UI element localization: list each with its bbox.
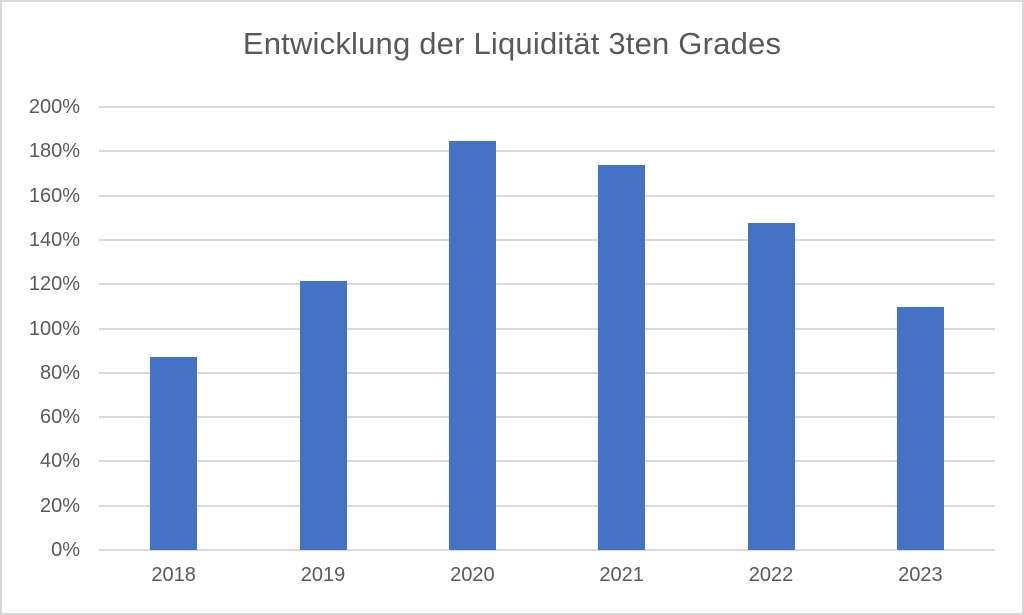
plot-area xyxy=(99,106,995,551)
gridline xyxy=(99,194,995,197)
y-tick-label: 40% xyxy=(39,450,80,473)
x-tick-label: 2020 xyxy=(450,564,495,586)
bar-2023 xyxy=(896,307,944,550)
gridline xyxy=(99,504,995,507)
gridline xyxy=(99,460,995,463)
x-tick-label: 2019 xyxy=(300,564,346,586)
x-axis-labels: 2018 2019 2020 2021 2022 2023 xyxy=(2,563,1022,593)
gridline xyxy=(99,106,995,108)
x-tick-label: 2023 xyxy=(898,564,943,586)
bar-2019 xyxy=(299,280,347,550)
gridline xyxy=(99,238,995,241)
y-tick-label: 160% xyxy=(28,184,80,207)
y-axis-labels: 0% 20% 40% 60% 80% 100% 120% 140% 160% 180% 200% xyxy=(2,2,80,613)
gridline xyxy=(99,283,995,286)
gridline xyxy=(99,327,995,330)
bar-2021 xyxy=(598,164,646,550)
bar-2020 xyxy=(448,141,496,550)
x-axis-line xyxy=(99,549,995,551)
y-tick-label: 200% xyxy=(28,96,80,118)
y-tick-label: 120% xyxy=(28,273,80,296)
y-tick-label: 0% xyxy=(51,539,80,561)
y-tick-label: 180% xyxy=(28,140,80,163)
y-tick-label: 100% xyxy=(28,317,80,340)
y-tick-label: 20% xyxy=(39,494,80,517)
gridline xyxy=(99,416,995,419)
y-tick-label: 80% xyxy=(39,361,80,384)
x-tick-label: 2022 xyxy=(748,564,794,586)
y-tick-label: 140% xyxy=(28,228,80,251)
bar-2022 xyxy=(747,223,795,550)
y-tick-label: 60% xyxy=(39,406,80,429)
x-tick-label: 2021 xyxy=(599,564,644,586)
x-tick-label: 2018 xyxy=(151,564,196,586)
chart-title: Entwicklung der Liquidität 3ten Grades xyxy=(242,26,782,61)
gridline xyxy=(99,150,995,153)
bar-2018 xyxy=(150,357,198,550)
gridline xyxy=(99,371,995,374)
